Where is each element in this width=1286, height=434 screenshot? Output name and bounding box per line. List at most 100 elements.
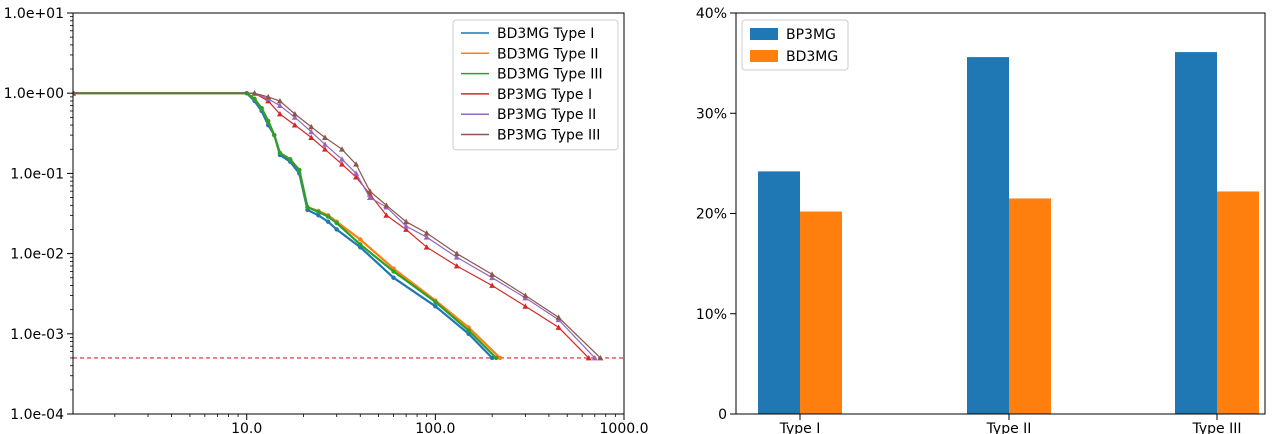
legend-label: BP3MG Type II xyxy=(497,107,596,123)
bar-bd3mg-3 xyxy=(1217,191,1259,414)
series-line-6 xyxy=(73,92,601,359)
series-6-point-8 xyxy=(339,146,346,152)
y-tick-label: 1.0e-03 xyxy=(10,327,64,343)
series-5-point-8 xyxy=(339,156,346,162)
series-1-point-13 xyxy=(334,227,339,232)
series-4-point-6 xyxy=(308,134,315,140)
right-bar-chart: 010%20%30%40%Type I Type II Type IIIBP3MGB… xyxy=(696,6,1266,434)
left-legend-box xyxy=(452,19,619,151)
series-6-point-17 xyxy=(555,314,562,320)
x-tick-label: Type II xyxy=(986,421,1032,434)
series-1-point-15 xyxy=(391,275,396,280)
series-6-point-5 xyxy=(291,111,298,117)
series-5-point-10 xyxy=(366,194,373,200)
series-5-point-6 xyxy=(308,128,315,135)
legend-label: BD3MG Type I xyxy=(497,26,594,42)
series-1-point-12 xyxy=(325,219,331,224)
x-tick-label: 10.0 xyxy=(231,421,262,434)
series-6-point-18 xyxy=(597,354,604,361)
series-3-point-8 xyxy=(287,157,293,162)
series-6-point-7 xyxy=(321,134,328,140)
x-tick-label: 1000.0 xyxy=(600,421,649,434)
legend-label: BD3MG xyxy=(786,49,838,65)
series-2-point-18 xyxy=(497,355,503,361)
bar-bp3mg-1 xyxy=(758,171,800,414)
series-6-point-1 xyxy=(73,90,76,96)
series-5-point-7 xyxy=(321,141,328,147)
series-line-5 xyxy=(73,92,596,359)
series-1-point-18 xyxy=(489,355,495,361)
series-3-point-4 xyxy=(259,106,264,111)
series-6-point-15 xyxy=(489,271,496,277)
legend-swatch xyxy=(750,50,778,62)
legend-label: BP3MG Type I xyxy=(497,87,592,103)
series-4-point-4 xyxy=(276,111,283,117)
legend-label: BP3MG Type III xyxy=(497,128,600,144)
series-1-point-16 xyxy=(433,304,438,309)
series-6-point-9 xyxy=(353,161,360,167)
bar-bp3mg-2 xyxy=(967,57,1009,415)
x-tick-label: Type I xyxy=(779,421,821,434)
series-4-point-17 xyxy=(555,324,562,330)
series-line-1 xyxy=(73,92,493,359)
series-6-point-13 xyxy=(423,230,430,236)
series-6-point-12 xyxy=(403,218,410,225)
series-5-point-9 xyxy=(353,170,360,176)
series-4-point-5 xyxy=(291,122,298,128)
series-3-point-13 xyxy=(334,220,339,226)
series-4-point-18 xyxy=(585,354,592,361)
bar-bd3mg-1 xyxy=(800,211,842,414)
series-5-point-4 xyxy=(276,102,283,109)
x-tick-label: 100.0 xyxy=(415,421,455,434)
y-tick-label: 1.0e-04 xyxy=(10,407,64,423)
series-6-point-11 xyxy=(383,202,390,208)
y-tick-label: 0 xyxy=(718,407,727,423)
y-tick-label: 1.0e-01 xyxy=(10,166,64,182)
series-4-point-8 xyxy=(339,161,346,167)
right-legend: BP3MG BD3MG xyxy=(741,19,849,71)
series-5-point-18 xyxy=(591,354,598,361)
series-3-point-14 xyxy=(358,242,363,247)
series-3-point-11 xyxy=(316,209,321,215)
series-5-point-15 xyxy=(489,274,496,281)
series-4-point-15 xyxy=(489,282,496,288)
y-tick-label: 20% xyxy=(696,207,727,223)
series-3-point-15 xyxy=(391,269,396,274)
series-group xyxy=(73,90,604,361)
series-6-point-16 xyxy=(522,292,529,298)
series-6-point-4 xyxy=(276,97,283,104)
series-3-point-3 xyxy=(252,96,257,102)
legend-swatch xyxy=(750,28,778,40)
series-6-point-6 xyxy=(308,123,315,130)
series-line-2 xyxy=(73,92,501,359)
series-4-point-16 xyxy=(522,303,529,309)
bar-bd3mg-2 xyxy=(1009,198,1051,414)
left-legend: BD3MG Type I BD3MG Type II BD3MG Type III B… xyxy=(452,19,619,151)
series-6-point-10 xyxy=(366,188,373,194)
series-3-point-16 xyxy=(433,299,438,305)
series-4-point-12 xyxy=(403,226,410,232)
y-tick-label: 10% xyxy=(696,307,727,323)
y-tick-label: 40% xyxy=(696,6,727,22)
left-line-chart: 10.0 100.0 1000.0 1.0e+01 1.0e+00 1.0e-01 1.0e… xyxy=(4,6,649,434)
series-3-point-17 xyxy=(466,328,471,333)
series-5-point-14 xyxy=(453,254,460,260)
series-3-point-7 xyxy=(277,150,283,156)
series-4-point-14 xyxy=(453,263,460,269)
series-3-point-12 xyxy=(325,214,331,219)
legend-label: BD3MG Type III xyxy=(497,67,603,83)
series-3-point-9 xyxy=(297,167,302,173)
series-line-3 xyxy=(73,92,497,359)
series-3-point-18 xyxy=(493,355,499,361)
series-6-point-3 xyxy=(265,93,272,100)
y-tick-label: 1.0e+00 xyxy=(4,86,64,102)
series-5-point-5 xyxy=(291,114,298,120)
series-4-point-11 xyxy=(383,212,390,218)
series-3-point-5 xyxy=(266,118,271,124)
series-4-point-9 xyxy=(353,174,360,180)
legend-label: BD3MG Type II xyxy=(497,46,599,62)
legend-label: BP3MG xyxy=(786,27,836,43)
left-plot-frame xyxy=(72,12,625,415)
series-1-point-11 xyxy=(316,213,321,218)
